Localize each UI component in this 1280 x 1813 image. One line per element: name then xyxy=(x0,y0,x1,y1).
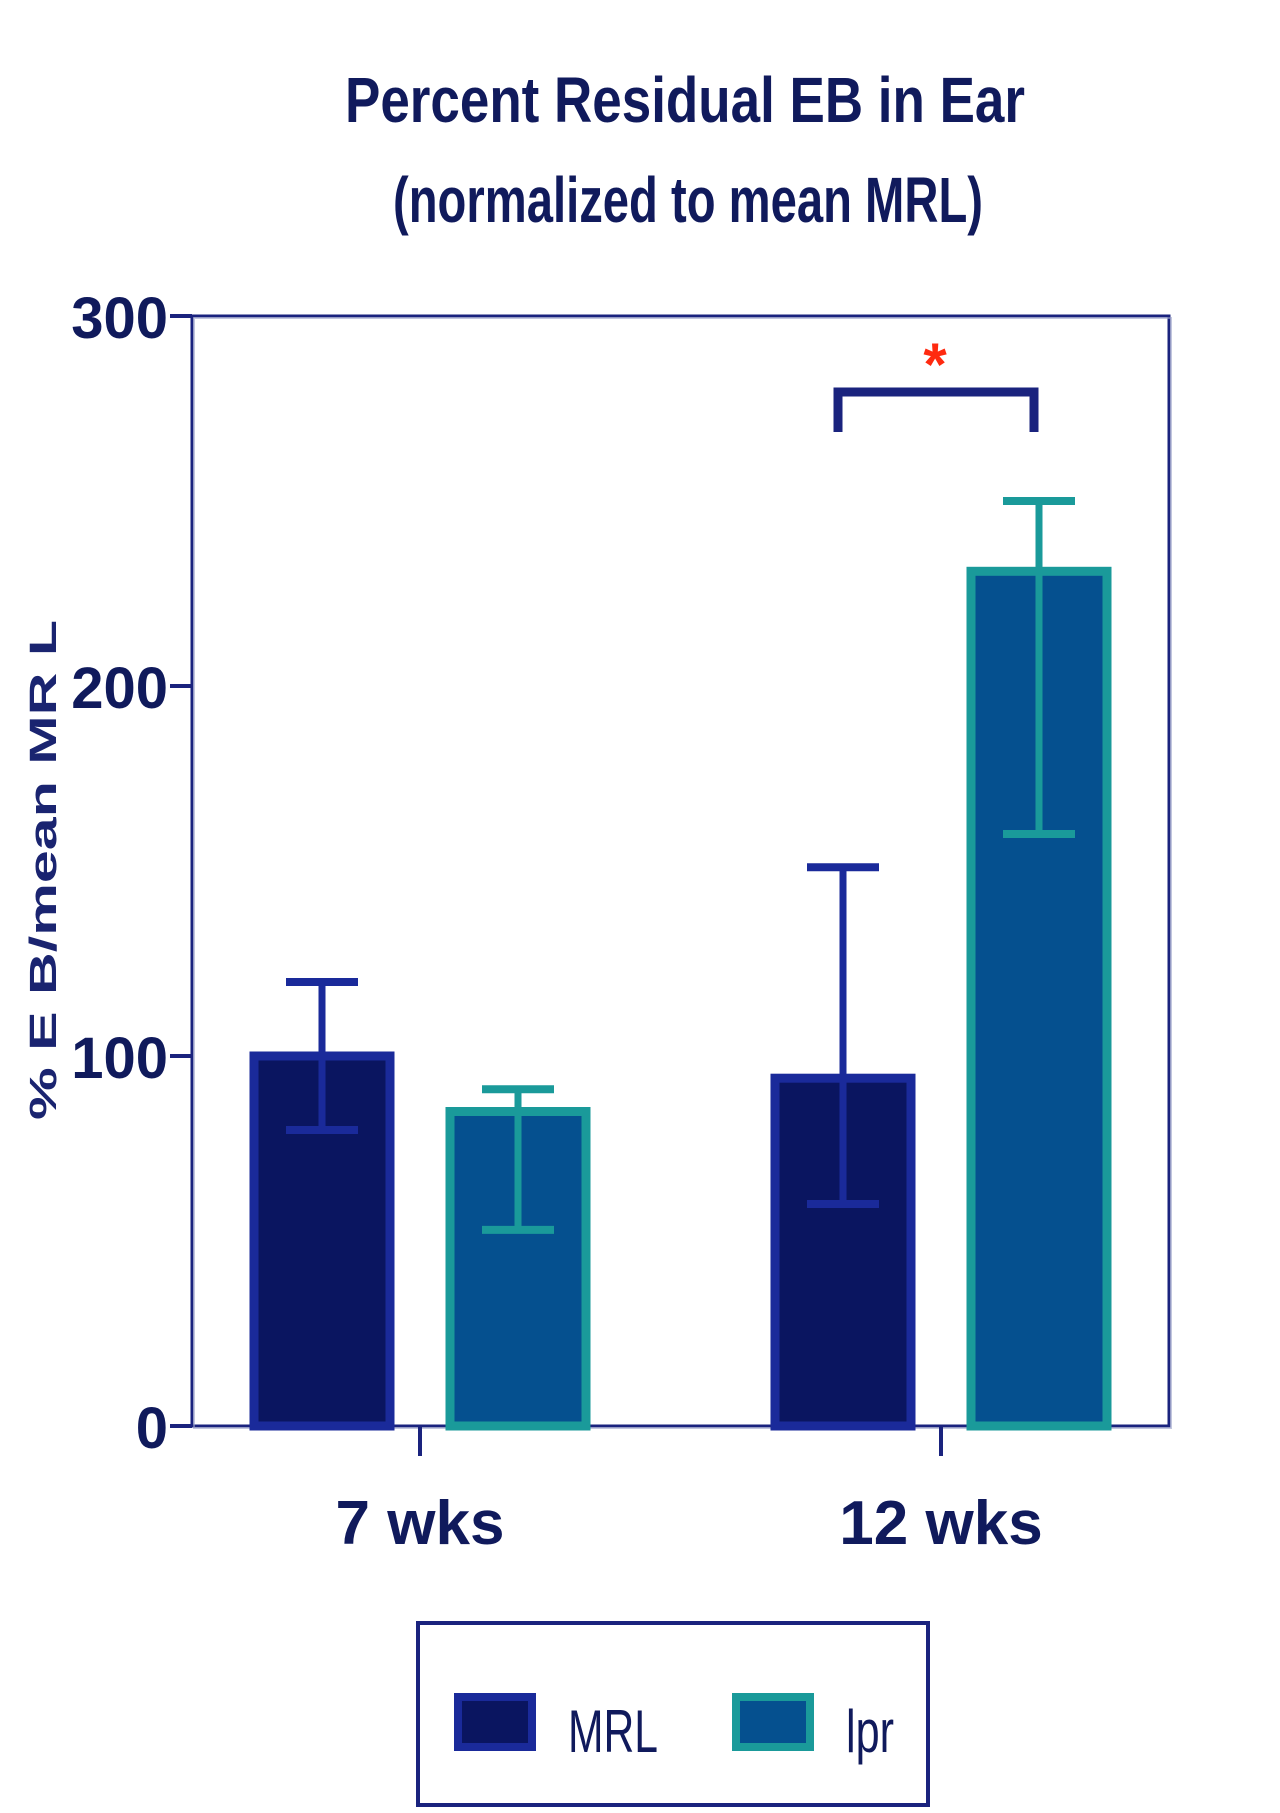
significance-bracket xyxy=(833,387,1039,432)
legend: MRL lpr xyxy=(416,1621,930,1807)
y-axis-ticks: 0 100 200 300 xyxy=(71,286,192,1461)
legend-label-mrl: MRL xyxy=(568,1698,658,1765)
significance-marker: * xyxy=(833,331,1039,432)
legend-label-lpr: lpr xyxy=(846,1698,894,1765)
y-tick-label: 200 xyxy=(71,656,168,721)
y-tick-label: 300 xyxy=(71,286,168,351)
significance-star: * xyxy=(923,331,947,398)
legend-swatch-mrl xyxy=(454,1693,536,1751)
x-category-label: 12 wks xyxy=(839,1489,1042,1558)
chart-title: Percent Residual EB in Ear xyxy=(345,64,1025,136)
plot-frame xyxy=(190,314,1171,1428)
y-axis-title: % E B/mean MR L xyxy=(23,620,65,1120)
bars-group xyxy=(249,566,1112,1431)
legend-swatch-lpr xyxy=(732,1693,814,1751)
y-tick-label: 100 xyxy=(71,1026,168,1091)
error-bars-group xyxy=(286,497,1075,1234)
plot-frame-shadow xyxy=(193,317,1172,1429)
chart-subtitle: (normalized to mean MRL) xyxy=(393,164,983,236)
x-category-label: 7 wks xyxy=(336,1489,505,1558)
x-axis-categories: 7 wks 12 wks xyxy=(336,1426,1043,1558)
y-tick-label: 0 xyxy=(136,1396,168,1461)
